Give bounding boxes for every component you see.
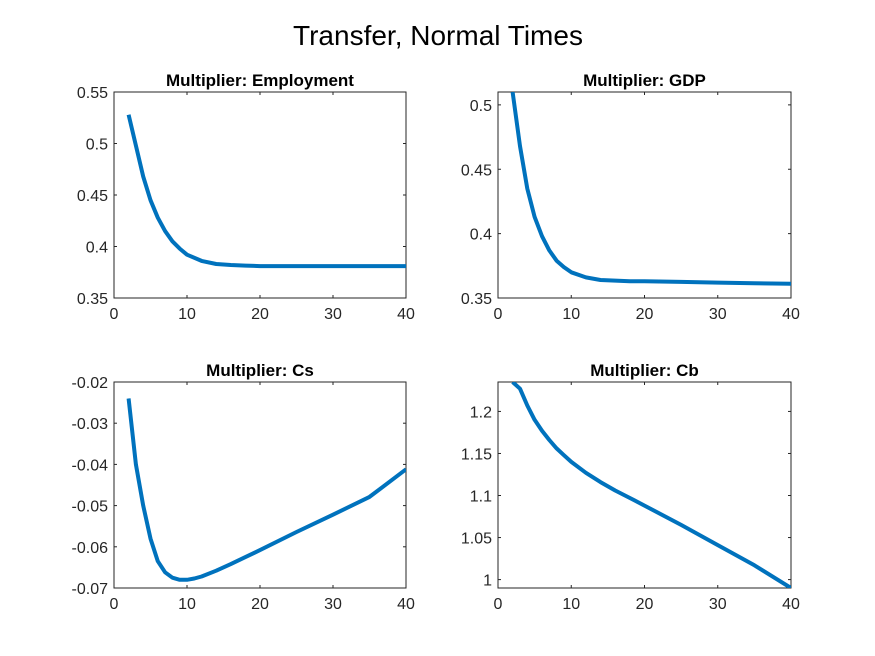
panel-title: Multiplier: GDP (583, 71, 706, 90)
x-tick-label: 40 (397, 596, 415, 613)
x-tick-label: 10 (562, 306, 580, 323)
y-tick-label: -0.04 (72, 457, 109, 474)
series-line-employment (126, 114, 406, 269)
x-tick-label: 10 (562, 596, 580, 613)
x-tick-label: 20 (251, 306, 269, 323)
y-tick-label: 0.5 (86, 137, 108, 154)
y-tick-label: 1.1 (470, 489, 492, 506)
y-tick-label: 0.35 (461, 291, 492, 308)
x-tick-label: 40 (397, 306, 415, 323)
y-tick-label: 0.35 (77, 291, 108, 308)
x-tick-label: 10 (178, 596, 196, 613)
y-tick-label: -0.06 (72, 540, 109, 557)
panel-cs: Multiplier: Cs 0 10 20 30 40 -0.07 -0.06 -0.05 -0… (72, 361, 415, 613)
plot-frame (497, 91, 792, 299)
y-tick-label: -0.03 (72, 416, 109, 433)
y-tick-label: 1.05 (461, 531, 492, 548)
y-tick-label: 0.45 (77, 188, 108, 205)
y-tick-label: -0.05 (72, 499, 109, 516)
x-tick-label: 30 (709, 306, 727, 323)
panel-employment: Multiplier: Employment 0 10 20 30 40 0.35 0.4 0.… (77, 71, 415, 323)
y-tick-label: 1.15 (461, 446, 492, 463)
x-tick-label: 0 (110, 306, 119, 323)
x-tick-label: 30 (709, 596, 727, 613)
x-tick-label: 0 (110, 596, 119, 613)
panel-gdp: Multiplier: GDP 0 10 20 30 40 0.35 0.4 0.45 0.5 (461, 71, 800, 323)
x-tick-label: 20 (251, 596, 269, 613)
y-tick-label: 0.45 (461, 162, 492, 179)
plot-frame (113, 381, 407, 589)
x-tick-label: 0 (494, 306, 503, 323)
y-tick-label: -0.07 (72, 581, 109, 598)
x-tick-label: 40 (782, 306, 800, 323)
panel-title: Multiplier: Cb (590, 361, 699, 380)
series-line-cb (511, 382, 791, 588)
x-tick-label: 20 (636, 306, 654, 323)
y-tick-label: 0.5 (470, 98, 492, 115)
y-tick-label: 1.2 (470, 404, 492, 421)
y-tick-label: -0.02 (72, 375, 109, 392)
x-tick-label: 10 (178, 306, 196, 323)
y-tick-label: 1 (483, 573, 492, 590)
figure-title: Transfer, Normal Times (293, 20, 583, 51)
plot-frame (113, 91, 407, 299)
panel-cb: Multiplier: Cb 0 10 20 30 40 1 1.05 1.1 1.15 1.2 (461, 361, 800, 613)
plot-frame (497, 381, 792, 589)
panel-title: Multiplier: Cs (206, 361, 314, 380)
x-tick-label: 30 (324, 306, 342, 323)
x-tick-label: 0 (494, 596, 503, 613)
y-tick-label: 0.55 (77, 85, 108, 102)
panel-title: Multiplier: Employment (166, 71, 354, 90)
series-line-gdp (510, 92, 791, 286)
x-tick-label: 30 (324, 596, 342, 613)
y-tick-label: 0.4 (86, 240, 108, 257)
y-tick-label: 0.4 (470, 227, 492, 244)
x-tick-label: 40 (782, 596, 800, 613)
x-tick-label: 20 (636, 596, 654, 613)
series-line-cs (126, 398, 406, 582)
